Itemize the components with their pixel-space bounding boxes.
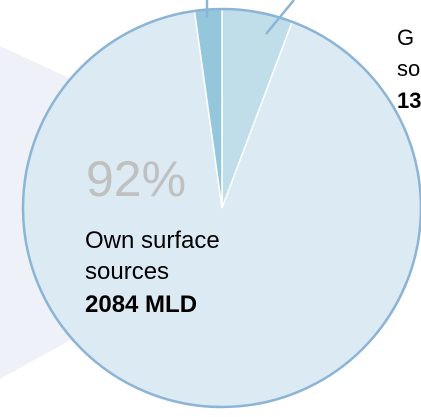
slice-label-ground-line2: so <box>397 56 420 81</box>
slice-value-ground: 13 <box>397 88 421 113</box>
slice-label-ground-line1: G <box>397 25 414 50</box>
leader-line-ground-slice <box>265 0 295 35</box>
slice-percent-own-surface: 92% <box>86 151 186 207</box>
slice-value-own-surface: 2084 MLD <box>85 291 197 318</box>
callout-leaders <box>205 0 295 35</box>
slice-label-own-surface-line1: Own surface <box>85 227 220 254</box>
pie-slices <box>21 7 421 409</box>
pie-outline <box>21 7 421 409</box>
slice-label-own-surface-line2: sources <box>85 258 169 285</box>
